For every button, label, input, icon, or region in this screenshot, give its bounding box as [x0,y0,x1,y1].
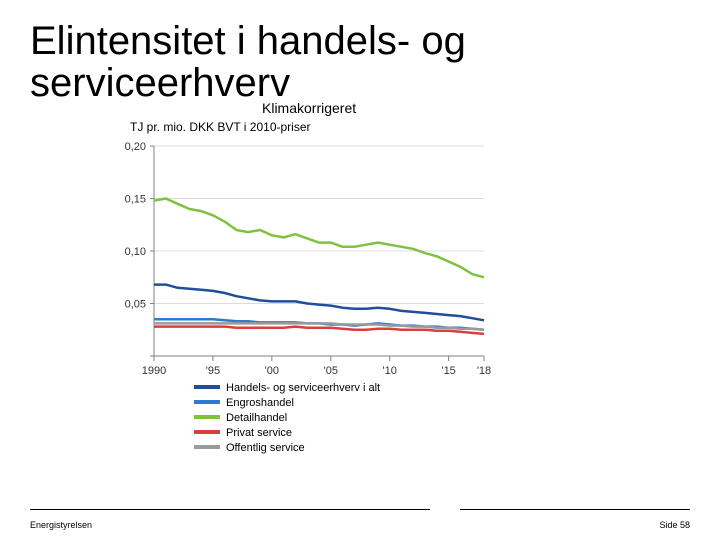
legend-label: Handels- og serviceerhverv i alt [226,382,380,394]
footer-rule-right [460,509,690,510]
chart-container: 0,05 0,10 0,15 0,20 1990 '95 '00 '05 '10 '15 '18 Ha… [108,140,508,480]
chart-bg [108,140,508,480]
x-tick-label: '10 [383,365,397,377]
y-axis-title: TJ pr. mio. DKK BVT i 2010-priser [130,120,311,134]
x-tick-label: '05 [324,365,338,377]
x-tick-label: '00 [265,365,279,377]
x-tick-label: '18 [477,365,491,377]
legend-label: Offentlig service [226,442,305,454]
chart-subtitle: Klimakorrigeret [262,100,356,116]
legend-swatch [194,445,220,449]
footer: Energistyrelsen Side 58 [30,520,690,530]
legend-label: Detailhandel [226,412,287,424]
line-chart: 0,05 0,10 0,15 0,20 1990 '95 '00 '05 '10 '15 '18 Ha… [108,140,508,480]
legend-swatch [194,415,220,419]
footer-right: Side 58 [659,520,690,530]
x-tick-label: '15 [441,365,455,377]
y-tick-label: 0,20 [125,141,146,153]
legend-label: Privat service [226,427,292,439]
legend-swatch [194,430,220,434]
slide: Elintensitet i handels- og serviceerhver… [0,0,720,540]
x-tick-label: 1990 [142,365,166,377]
y-tick-label: 0,10 [125,246,146,258]
page-title: Elintensitet i handels- og serviceerhver… [30,20,690,104]
y-tick-label: 0,05 [125,299,146,311]
y-tick-label: 0,15 [125,194,146,206]
footer-rule-left [30,509,430,510]
footer-left: Energistyrelsen [30,520,92,530]
legend-label: Engroshandel [226,397,294,409]
legend-swatch [194,385,220,389]
legend-swatch [194,400,220,404]
x-tick-label: '95 [206,365,220,377]
